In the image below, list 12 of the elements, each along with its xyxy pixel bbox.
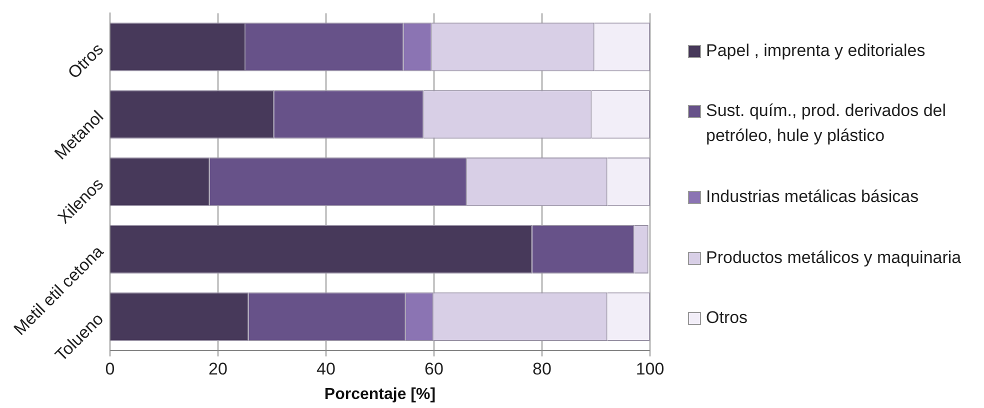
legend-label: Productos metálicos y maquinaria (706, 246, 962, 269)
x-tick-label: 100 (636, 359, 664, 378)
x-tick-label: 40 (316, 359, 336, 378)
x-tick-label: 60 (424, 359, 444, 378)
legend-label: Papel , imprenta y editoriales (706, 40, 926, 62)
x-tick-label: 80 (532, 359, 552, 378)
legend-label: Otros (706, 307, 748, 330)
x-tick-label: 20 (208, 359, 228, 378)
x-tick-label: 0 (105, 359, 115, 378)
x-axis-title: Porcentaje [%] (324, 386, 436, 403)
legend-label: Industrias metálicas básicas (706, 186, 919, 208)
legend-label: Sust. quím., prod. derivados del petróleo, hule y plástico (706, 100, 948, 148)
